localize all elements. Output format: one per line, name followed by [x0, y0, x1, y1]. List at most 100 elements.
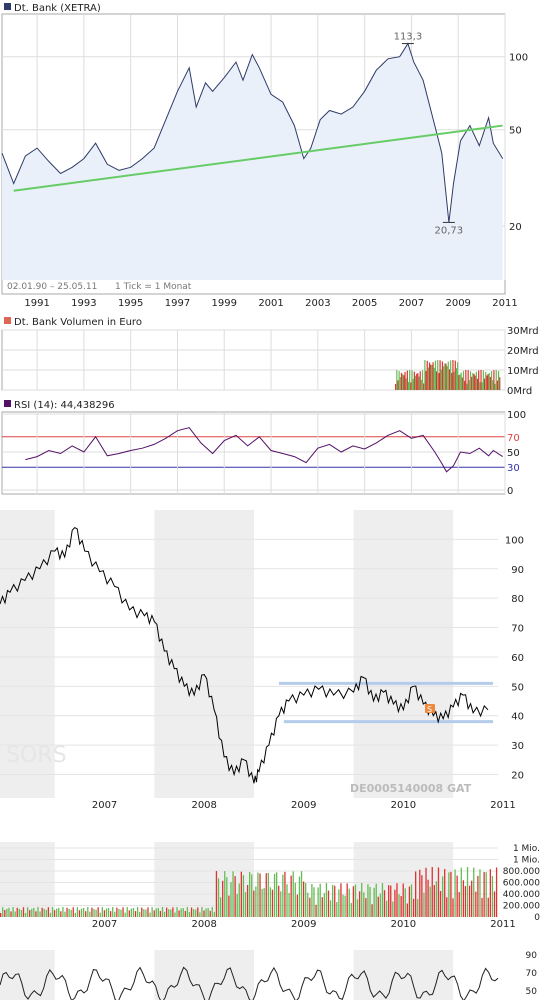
volume-bar: [487, 374, 489, 390]
volume-bar: [434, 360, 437, 390]
detail-volume-bar: [348, 888, 350, 917]
volume-bar: [407, 381, 410, 390]
detail-volume-bar: [485, 872, 487, 917]
price-yaxis: 20 50 100: [509, 53, 528, 233]
detail-volume-bar: [431, 867, 433, 917]
price-ytick-label: 50: [509, 126, 522, 137]
volume-bar: [403, 375, 405, 390]
detail-volume-bar: [460, 867, 462, 917]
price-xaxis: 1991 1993 1995 1997 1999 2001 2003 2005 2007 2009…: [24, 298, 517, 309]
detail-volume-bar: [288, 893, 290, 917]
event-marker-icon[interactable]: [425, 704, 435, 713]
detail-volume-ytick-label: 200.000: [503, 902, 540, 912]
detail-volume-bar: [300, 871, 303, 917]
volume-bar: [439, 360, 441, 390]
detail-volume-bar: [302, 881, 305, 917]
detail-price-line: [0, 526, 489, 784]
detail-volume-bar: [51, 907, 54, 917]
detail-volume-bar: [292, 871, 294, 917]
rsi-ytick-label: 100: [507, 410, 526, 421]
volume-bar: [443, 366, 445, 390]
volume-bar: [468, 380, 470, 390]
detail-volume-bar: [325, 883, 328, 917]
detail-volume-bar: [375, 883, 377, 917]
detail-volume-bar: [163, 911, 166, 917]
price-xtick-label: 2001: [258, 298, 283, 309]
detail-volume-bar: [255, 886, 257, 917]
volume-bar: [409, 370, 411, 390]
detail-volume-bar: [253, 890, 255, 917]
volume-bar: [454, 360, 456, 390]
detail-volume-bar: [379, 893, 382, 917]
detail-volume-bar: [385, 900, 388, 917]
detail-volume-bar: [402, 883, 404, 917]
detail-volume-bar: [91, 907, 93, 917]
detail-volume-bar: [446, 897, 448, 917]
volume-bar: [399, 377, 401, 390]
volume-bar: [432, 362, 434, 390]
detail-volume-bar: [213, 912, 216, 917]
detail-xtick-label: 2007: [92, 800, 117, 811]
volume-bar: [410, 382, 412, 390]
detail-volume-bar: [12, 907, 14, 917]
detail-volume-bar: [491, 876, 494, 917]
detail-volume-bar: [109, 911, 112, 917]
volume-bar: [455, 368, 458, 390]
volume-bar: [395, 384, 397, 390]
detail-volume-bar: [174, 912, 176, 917]
detail-volume-bar: [329, 900, 332, 917]
detail-volume-bar: [157, 908, 159, 917]
detail-volume-bar: [269, 887, 272, 917]
detail-volume-bar: [145, 909, 147, 917]
detail-volume-bar: [192, 909, 195, 917]
volume-bar: [476, 378, 479, 390]
detail-volume-bar: [184, 910, 186, 917]
volume-bar: [448, 369, 451, 390]
detail-volume-bar: [448, 872, 450, 917]
detail-xtick-label: 2009: [291, 800, 316, 811]
oscillator-yaxis: 50 70 90: [526, 951, 538, 997]
oscillator-panel-detail: 50 70 90: [0, 950, 538, 1004]
volume-bar: [419, 371, 421, 390]
volume-bar: [459, 374, 461, 390]
volume-bar: [494, 383, 496, 390]
price-ytick-label: 100: [509, 53, 528, 64]
detail-volume-bar: [118, 909, 120, 917]
volume-bar: [418, 376, 420, 390]
detail-volume-ytick-zero: 0: [534, 913, 540, 923]
detail-volume-bar: [182, 908, 184, 917]
detail-xtick-label: 2011: [490, 800, 515, 811]
detail-volume-bar: [6, 908, 8, 917]
volume-bar: [445, 363, 447, 390]
detail-volume-bar: [315, 904, 317, 917]
detail-volume-bar: [49, 912, 52, 917]
detail-volume-bar: [107, 907, 110, 917]
volume-bar: [404, 371, 406, 390]
volume-bar: [433, 367, 435, 390]
volume-bar: [427, 367, 429, 390]
volume-bar: [438, 373, 440, 390]
detail-volume-bar: [454, 869, 456, 917]
detail-volume-bar: [236, 893, 238, 917]
detail-volume-bar: [130, 908, 133, 917]
detail-volume-bar: [456, 875, 458, 917]
detail-volume-xaxis: 2007 2008 2009 2010 2011: [92, 919, 516, 930]
detail-volume-bar: [332, 884, 334, 917]
detail-volume-bar: [105, 908, 108, 917]
volume-bar: [492, 380, 494, 390]
detail-volume-bar: [60, 911, 62, 917]
detail-volume-bar: [120, 909, 122, 917]
detail-volume-bar: [99, 912, 101, 917]
year-band: [0, 950, 55, 1000]
volume-bar: [458, 375, 460, 390]
rsi-ytick-label: 50: [507, 448, 520, 459]
detail-volume-bar: [74, 912, 76, 917]
trend-line: [13, 124, 503, 192]
detail-volume-bar: [487, 897, 489, 917]
price-xtick-label: 2005: [352, 298, 377, 309]
detail-volume-bar: [93, 908, 95, 917]
detail-volume-bar: [205, 908, 207, 917]
detail-volume-bar: [435, 881, 438, 917]
volume-bar: [402, 374, 404, 390]
rsi-line: [25, 427, 503, 473]
